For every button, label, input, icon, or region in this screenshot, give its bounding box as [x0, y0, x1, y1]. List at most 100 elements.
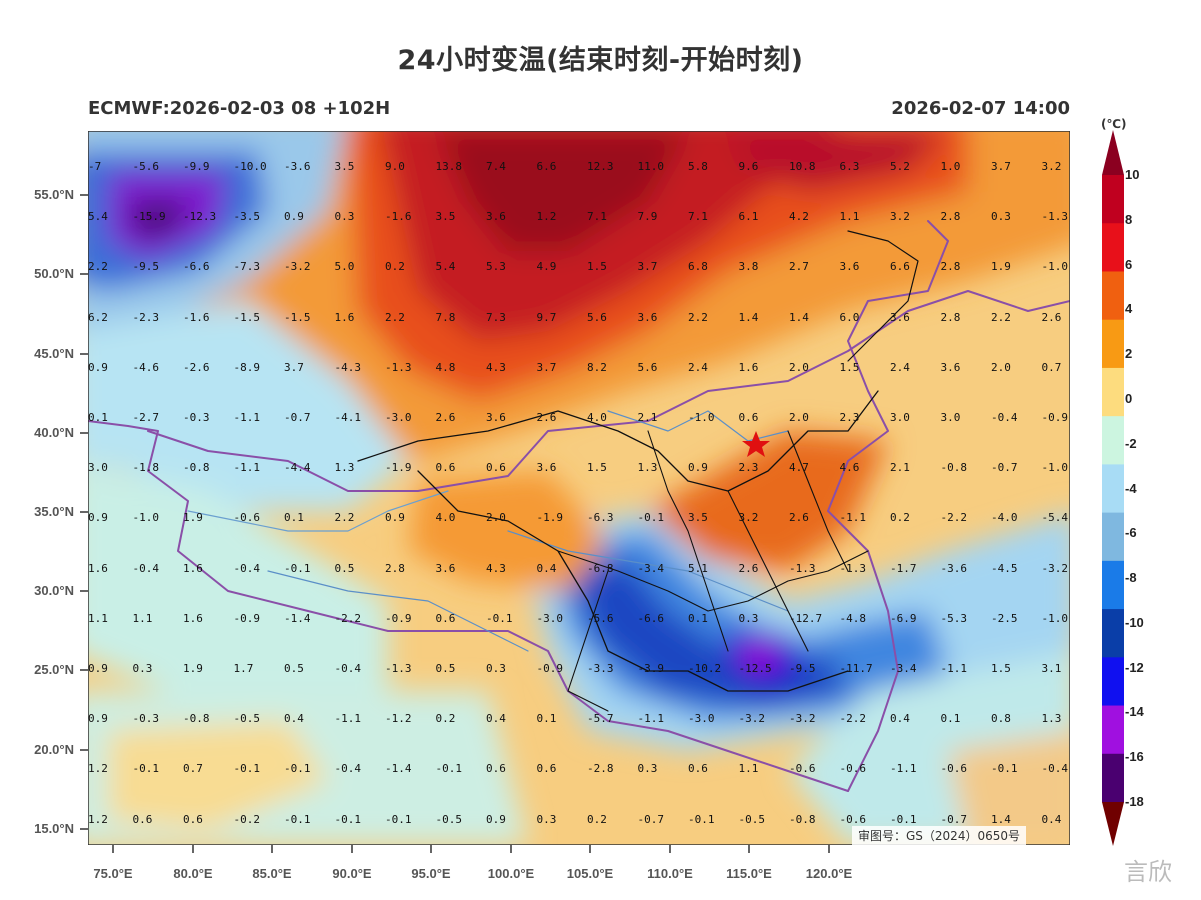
grid-value: 1.1 [738, 762, 759, 776]
grid-value: -0.8 [183, 461, 210, 475]
grid-value: 0.2 [435, 712, 456, 726]
grid-value: -4.3 [334, 360, 362, 374]
grid-value: 4.0 [435, 511, 456, 525]
grid-value: -0.9 [233, 611, 261, 625]
grid-value: 1.9 [991, 260, 1011, 274]
valid-time-label: 2026-02-07 14:00 [891, 98, 1070, 119]
grid-value: -3.2 [1041, 561, 1069, 575]
grid-value: -0.1 [233, 762, 261, 776]
colorbar-label: -4 [1125, 480, 1137, 496]
colorbar-segment [1102, 319, 1124, 369]
lat-label: 30.0°N [34, 583, 74, 598]
grid-value: 2.0 [789, 411, 809, 424]
grid-value: -0.1 [435, 762, 463, 776]
colorbar-label: -14 [1125, 704, 1144, 720]
grid-value: 0.4 [486, 712, 506, 726]
grid-value: -1.0 [132, 511, 160, 525]
grid-value: -8.9 [233, 360, 261, 374]
grid-value: 2.8 [940, 310, 961, 324]
grid-value: 2.0 [991, 360, 1011, 374]
review-number: 审图号：GS（2024）0650号 [852, 826, 1026, 845]
grid-value: 0.7 [1041, 360, 1062, 374]
colorbar-label: -8 [1125, 570, 1137, 586]
grid-value: -0.1 [334, 812, 362, 826]
colorbar-label: -10 [1125, 614, 1144, 630]
grid-value: -0.8 [789, 812, 816, 826]
lon-label: 105.0°E [566, 866, 614, 881]
grid-value: 4.0 [587, 411, 607, 424]
grid-value: -0.9 [1041, 411, 1069, 424]
grid-value: 1.4 [789, 310, 809, 324]
grid-value: -0.6 [940, 762, 968, 776]
lon-label: 115.0°E [726, 866, 772, 881]
grid-value: 0.9 [284, 210, 304, 224]
colorbar-label: 10 [1125, 167, 1140, 182]
grid-value: -0.6 [233, 511, 261, 525]
grid-value: -1.6 [385, 210, 412, 224]
grid-value: -0.2 [233, 812, 261, 826]
grid-value: -1.9 [536, 511, 564, 525]
lon-label: 75.0°E [93, 866, 133, 881]
colorbar-label: 0 [1125, 390, 1133, 406]
grid-value: -0.7 [284, 411, 311, 424]
grid-value: 0.1 [940, 712, 961, 726]
grid-value: -0.4 [334, 762, 362, 776]
grid-value: 0.5 [435, 662, 456, 675]
grid-value: 0.8 [991, 712, 1011, 726]
grid-value: 0.3 [536, 812, 557, 826]
grid-value: 1.6 [88, 561, 108, 575]
grid-value: 10.8 [789, 160, 816, 173]
grid-value: -0.6 [839, 812, 867, 826]
grid-value: 3.6 [486, 411, 506, 424]
grid-value: 3.6 [435, 561, 456, 575]
grid-value: 4.9 [536, 260, 557, 274]
grid-value: 0.3 [738, 611, 759, 625]
grid-value: 6.2 [88, 310, 108, 324]
grid-value: -6.3 [587, 511, 614, 525]
grid-value: -1.3 [839, 561, 867, 575]
grid-value: -3.0 [688, 712, 715, 726]
grid-value: 7.1 [587, 210, 607, 224]
grid-value: 0.3 [637, 762, 658, 776]
grid-value: 6.8 [688, 260, 708, 274]
grid-value: 0.3 [486, 662, 506, 675]
grid-value: 2.0 [789, 360, 809, 374]
grid-value: -0.3 [132, 712, 160, 726]
grid-value: -1.1 [940, 662, 968, 675]
grid-value: -10.0 [233, 160, 267, 173]
grid-value: 1.1 [839, 210, 860, 224]
grid-value: 1.3 [1041, 712, 1062, 726]
grid-value: -0.8 [940, 461, 968, 475]
grid-value: 1.6 [183, 611, 203, 625]
grid-value: -7 [88, 160, 102, 173]
grid-value: 1.4 [738, 310, 759, 324]
grid-value: -1.1 [637, 712, 665, 726]
grid-value: 0.6 [486, 762, 506, 776]
grid-value: -1.0 [1041, 461, 1069, 475]
grid-value: 3.5 [435, 210, 456, 224]
grid-value: -1.4 [284, 611, 311, 625]
grid-value: -3.0 [385, 411, 412, 424]
grid-value: 12.3 [587, 160, 614, 173]
grid-value: 5.6 [637, 360, 658, 374]
colorbar-segment [1102, 223, 1124, 272]
grid-value: -0.1 [991, 762, 1018, 776]
grid-value: 3.6 [940, 360, 961, 374]
grid-value: 0.1 [88, 411, 108, 424]
lat-label: 15.0°N [34, 821, 74, 836]
grid-value: -2.8 [587, 762, 614, 776]
grid-value: -3.6 [940, 561, 968, 575]
grid-value: -2.2 [940, 511, 968, 525]
grid-value: 3.6 [536, 461, 557, 475]
grid-value: -10.2 [688, 662, 722, 675]
grid-value: -1.3 [385, 360, 412, 374]
grid-value: -15.9 [132, 210, 166, 224]
model-run-label: ECMWF:2026-02-03 08 +102H [88, 98, 391, 119]
grid-value: 13.8 [435, 160, 463, 173]
colorbar-segment [1102, 416, 1124, 465]
grid-value: -2.6 [183, 360, 210, 374]
grid-value: -1.8 [132, 461, 160, 475]
grid-value: 3.6 [637, 310, 658, 324]
grid-value: 8.2 [587, 360, 607, 374]
grid-value: -1.6 [183, 310, 210, 324]
